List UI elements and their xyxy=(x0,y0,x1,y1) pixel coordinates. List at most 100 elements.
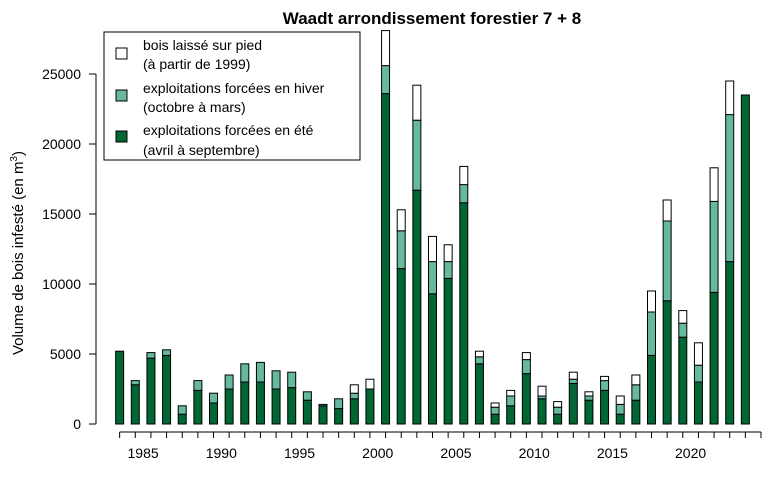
legend-swatch-sur-pied xyxy=(115,47,128,60)
bar-ete-1987 xyxy=(162,354,172,425)
svg-text:Volume de bois infesté (en m3): Volume de bois infesté (en m3) xyxy=(9,151,27,355)
bar-ete-1989 xyxy=(193,389,203,425)
bar-ete-1995 xyxy=(287,387,297,425)
bar-ete-2005 xyxy=(443,277,453,425)
bar-ete-2003 xyxy=(412,189,422,425)
bar-sur_pied-2005 xyxy=(443,244,453,263)
bar-hiver-1995 xyxy=(287,371,297,389)
bar-sur_pied-2009 xyxy=(506,389,516,397)
bar-ete-2004 xyxy=(428,293,437,425)
y-tick-label-15000: 15000 xyxy=(42,206,81,222)
bar-hiver-2012 xyxy=(553,406,563,415)
bar-ete-2010 xyxy=(521,373,531,425)
legend-label-ete-line1: exploitations forcées en été xyxy=(143,122,314,138)
bar-hiver-1999 xyxy=(349,392,359,400)
legend-label-hiver-line2: (octobre à mars) xyxy=(143,99,246,115)
y-tick-label-20000: 20000 xyxy=(42,136,81,152)
bar-hiver-2008 xyxy=(490,406,500,415)
bar-sur_pied-2013 xyxy=(568,371,578,380)
bar-hiver-2002 xyxy=(396,230,406,270)
x-tick-label-1985: 1985 xyxy=(128,445,159,461)
bar-hiver-2014 xyxy=(584,395,594,401)
x-tick-label-1995: 1995 xyxy=(284,445,315,461)
bar-ete-2013 xyxy=(568,382,578,425)
bar-ete-2006 xyxy=(459,202,469,425)
bar-ete-1999 xyxy=(349,398,359,425)
bar-hiver-2005 xyxy=(443,261,453,279)
bar-sur_pied-2023 xyxy=(725,80,735,116)
bar-hiver-1994 xyxy=(271,370,281,390)
x-tick-label-2020: 2020 xyxy=(675,445,706,461)
y-tick-label-25000: 25000 xyxy=(42,66,81,82)
bar-sur_pied-2008 xyxy=(490,402,500,408)
bar-sur_pied-2004 xyxy=(428,235,437,263)
bar-hiver-2003 xyxy=(412,119,422,191)
bar-ete-2024 xyxy=(740,94,750,425)
x-tick-label-2000: 2000 xyxy=(362,445,393,461)
bar-ete-1991 xyxy=(224,388,234,425)
bar-ete-2015 xyxy=(600,389,610,425)
y-axis-label-end: ) xyxy=(10,151,27,156)
bar-sur_pied-2022 xyxy=(709,167,719,202)
bar-sur_pied-2014 xyxy=(584,391,594,397)
bar-hiver-2007 xyxy=(474,356,484,365)
bar-hiver-1991 xyxy=(224,374,234,390)
x-tick-label-2005: 2005 xyxy=(440,445,471,461)
bar-hiver-2006 xyxy=(459,184,469,204)
bar-ete-2021 xyxy=(693,381,703,425)
bar-sur_pied-2017 xyxy=(631,374,641,386)
bar-sur_pied-2012 xyxy=(553,401,563,408)
legend-box xyxy=(103,31,361,161)
bar-sur_pied-2018 xyxy=(647,290,656,313)
bar-sur_pied-2000 xyxy=(365,378,375,390)
bar-ete-1984 xyxy=(115,350,125,425)
legend-swatch-hiver xyxy=(115,89,128,102)
y-tick-label-10000: 10000 xyxy=(42,276,81,292)
bar-ete-2011 xyxy=(537,398,547,425)
bar-sur_pied-2019 xyxy=(662,199,672,222)
bar-ete-2008 xyxy=(490,413,500,425)
bar-hiver-2001 xyxy=(381,65,391,95)
bar-ete-2002 xyxy=(396,268,406,425)
bar-ete-2001 xyxy=(381,93,391,425)
bar-sur_pied-2010 xyxy=(521,352,531,361)
y-tick-label-0: 0 xyxy=(73,416,81,432)
y-tick-label-5000: 5000 xyxy=(50,346,81,362)
bar-sur_pied-2002 xyxy=(396,209,406,232)
legend-swatch-ete xyxy=(115,130,128,143)
bar-ete-2020 xyxy=(678,336,688,425)
bar-ete-1990 xyxy=(209,402,218,425)
bar-ete-2017 xyxy=(631,399,641,425)
bar-hiver-2019 xyxy=(662,220,672,302)
bar-sur_pied-2011 xyxy=(537,385,547,397)
bar-ete-2023 xyxy=(725,261,735,425)
y-axis-label: Volume de bois infesté (en m3) xyxy=(9,151,27,355)
bar-sur_pied-2006 xyxy=(459,165,469,186)
bar-ete-2007 xyxy=(474,363,484,425)
bar-sur_pied-1999 xyxy=(349,384,359,394)
bar-hiver-2013 xyxy=(568,378,578,384)
bar-sur_pied-2015 xyxy=(600,375,610,382)
bar-hiver-1990 xyxy=(209,392,218,404)
bar-sur_pied-2021 xyxy=(693,342,703,366)
bars-layer xyxy=(115,30,750,425)
bar-ete-1993 xyxy=(255,381,265,425)
y-axis-label-superscript: 3 xyxy=(9,156,20,162)
axes-layer: 0 5000 10000 15000 20000 25000 1985 1990 1995 200… xyxy=(42,66,762,461)
y-axis-label-main: Volume de bois infesté (en m xyxy=(10,162,27,355)
bar-hiver-2009 xyxy=(506,395,516,407)
bar-hiver-2016 xyxy=(615,403,625,415)
bar-hiver-2021 xyxy=(693,364,703,383)
legend: bois laissé sur pied (à partir de 1999) … xyxy=(103,31,361,161)
bar-hiver-1985 xyxy=(130,380,140,386)
x-tick-label-1990: 1990 xyxy=(206,445,237,461)
bar-ete-2019 xyxy=(662,300,672,425)
bar-hiver-1992 xyxy=(240,363,250,383)
bar-ete-2014 xyxy=(584,399,594,425)
bar-sur_pied-2003 xyxy=(412,84,422,121)
bar-hiver-2017 xyxy=(631,384,641,401)
bar-hiver-1993 xyxy=(255,361,265,383)
bar-ete-1986 xyxy=(146,357,156,425)
